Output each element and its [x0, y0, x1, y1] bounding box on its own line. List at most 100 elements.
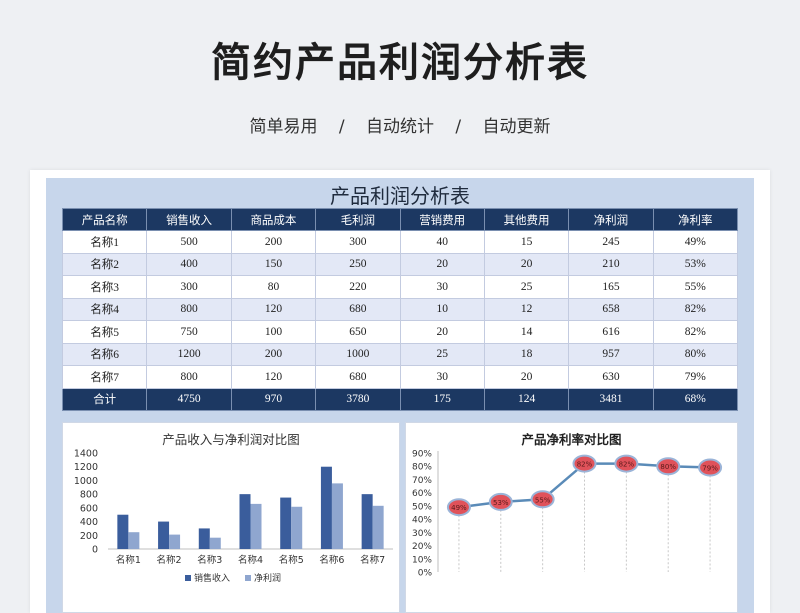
bar-revenue — [198, 528, 210, 549]
table-cell[interactable]: 200 — [230, 342, 317, 366]
total-cell[interactable]: 3481 — [568, 387, 654, 411]
data-label: 80% — [660, 463, 676, 471]
table-cell[interactable]: 210 — [568, 252, 654, 276]
table-cell[interactable]: 82% — [652, 297, 739, 321]
table-cell[interactable]: 名称4 — [61, 297, 148, 321]
table-cell[interactable]: 250 — [315, 252, 401, 276]
table-cell[interactable]: 10 — [399, 297, 485, 321]
table-cell[interactable]: 20 — [483, 365, 570, 389]
table-cell[interactable]: 55% — [652, 275, 739, 299]
table-cell[interactable]: 20 — [483, 252, 570, 276]
table-cell[interactable]: 630 — [568, 365, 654, 389]
legend-label: 净利润 — [254, 572, 281, 584]
total-cell[interactable]: 175 — [399, 387, 485, 411]
bar-revenue — [158, 521, 170, 549]
table-cell[interactable]: 300 — [315, 230, 401, 254]
table-cell[interactable]: 245 — [568, 230, 654, 254]
table-cell[interactable]: 名称1 — [61, 230, 148, 254]
table-cell[interactable]: 800 — [146, 365, 232, 389]
table-cell[interactable]: 750 — [146, 320, 232, 344]
bar-net-profit — [250, 503, 262, 549]
bar-net-profit — [209, 537, 221, 549]
table-cell[interactable]: 680 — [315, 365, 401, 389]
table-cell[interactable]: 20 — [399, 252, 485, 276]
data-point-marker — [446, 498, 471, 517]
table-cell[interactable]: 400 — [146, 252, 232, 276]
table-cell[interactable]: 100 — [230, 320, 317, 344]
table-cell[interactable]: 25 — [483, 275, 570, 299]
col-header[interactable]: 其他费用 — [483, 208, 570, 231]
table-row: 名称3 300 80 220 30 25 165 55% — [61, 275, 739, 299]
table-cell[interactable]: 957 — [568, 342, 654, 366]
table-cell[interactable]: 200 — [230, 230, 317, 254]
table-cell[interactable]: 名称5 — [61, 320, 148, 344]
legend-swatch — [245, 575, 251, 581]
table-cell[interactable]: 165 — [568, 275, 654, 299]
y-tick-label: 0 — [92, 545, 98, 556]
table-cell[interactable]: 30 — [399, 365, 485, 389]
bar-net-profit — [128, 532, 140, 549]
table-cell[interactable]: 14 — [483, 320, 570, 344]
table-cell[interactable]: 650 — [315, 320, 401, 344]
table-cell[interactable]: 82% — [652, 320, 739, 344]
table-cell[interactable]: 25 — [399, 342, 485, 366]
table-cell[interactable]: 名称7 — [61, 365, 148, 389]
y-tick-label: 1200 — [74, 462, 98, 473]
table-cell[interactable]: 40 — [399, 230, 485, 254]
y-tick-label: 10% — [412, 555, 432, 565]
table-cell[interactable]: 名称2 — [61, 252, 148, 276]
col-header[interactable]: 营销费用 — [399, 208, 485, 231]
col-header[interactable]: 净利率 — [652, 208, 739, 231]
chart-title: 产品净利率对比图 — [521, 432, 622, 447]
table-cell[interactable]: 20 — [399, 320, 485, 344]
revenue-profit-chart-panel[interactable]: 产品收入与净利润对比图 0 200 400 600 800 1000 1200 1400 名称1… — [62, 422, 400, 613]
profit-table: 产品名称 销售收入 商品成本 毛利润 营销费用 其他费用 净利润 净利率 名称1… — [61, 208, 739, 411]
net-margin-chart-panel[interactable]: 产品净利率对比图 0% 10% 20% 30% 40% 50% 60% 70% 80% 90% 49… — [405, 422, 738, 613]
table-cell[interactable]: 53% — [652, 252, 739, 276]
col-header[interactable]: 商品成本 — [230, 208, 317, 231]
bar-revenue — [361, 494, 373, 549]
table-cell[interactable]: 800 — [146, 297, 232, 321]
y-tick-label: 1400 — [74, 449, 98, 460]
x-tick-label: 名称1 — [116, 554, 141, 566]
sheet-title: 产品利润分析表 — [330, 184, 470, 208]
table-cell[interactable]: 18 — [483, 342, 570, 366]
total-cell[interactable]: 68% — [652, 387, 739, 411]
table-cell[interactable]: 680 — [315, 297, 401, 321]
y-tick-label: 60% — [412, 489, 432, 499]
table-cell[interactable]: 300 — [146, 275, 232, 299]
table-cell[interactable]: 30 — [399, 275, 485, 299]
x-tick-label: 名称3 — [197, 554, 222, 566]
table-cell[interactable]: 1000 — [315, 342, 401, 366]
total-cell[interactable]: 970 — [230, 387, 317, 411]
total-cell[interactable]: 4750 — [146, 387, 232, 411]
table-cell[interactable]: 49% — [652, 230, 739, 254]
table-cell[interactable]: 80% — [652, 342, 739, 366]
total-cell[interactable]: 3780 — [315, 387, 401, 411]
table-cell[interactable]: 名称6 — [61, 342, 148, 366]
table-cell[interactable]: 500 — [146, 230, 232, 254]
table-total-row: 合计 4750 970 3780 175 124 3481 68% — [61, 387, 739, 411]
tagline: 简单易用 / 自动统计 / 自动更新 — [0, 112, 800, 137]
table-cell[interactable]: 220 — [315, 275, 401, 299]
table-cell[interactable]: 名称3 — [61, 275, 148, 299]
col-header[interactable]: 净利润 — [568, 208, 654, 231]
total-cell[interactable]: 124 — [483, 387, 570, 411]
table-cell[interactable]: 80 — [230, 275, 317, 299]
table-cell[interactable]: 120 — [230, 365, 317, 389]
table-cell[interactable]: 616 — [568, 320, 654, 344]
table-cell[interactable]: 1200 — [146, 342, 232, 366]
table-cell[interactable]: 120 — [230, 297, 317, 321]
data-label: 82% — [577, 461, 593, 469]
table-cell[interactable]: 658 — [568, 297, 654, 321]
col-header[interactable]: 毛利润 — [315, 208, 401, 231]
col-header[interactable]: 销售收入 — [146, 208, 232, 231]
table-row: 名称1 500 200 300 40 15 245 49% — [61, 230, 739, 254]
table-cell[interactable]: 15 — [483, 230, 570, 254]
total-cell[interactable]: 合计 — [61, 387, 148, 411]
table-cell[interactable]: 79% — [652, 365, 739, 389]
table-cell[interactable]: 12 — [483, 297, 570, 321]
data-label: 79% — [702, 465, 718, 473]
table-cell[interactable]: 150 — [230, 252, 317, 276]
col-header[interactable]: 产品名称 — [61, 208, 148, 231]
